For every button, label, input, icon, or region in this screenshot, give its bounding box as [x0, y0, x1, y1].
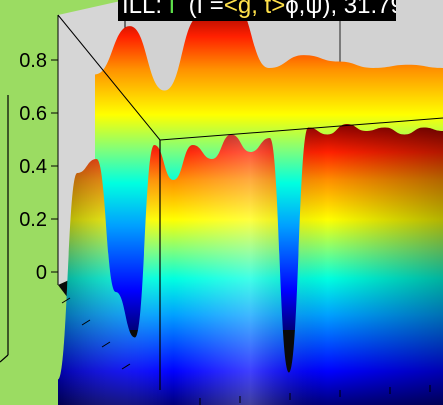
title-part-5: , t> [251, 0, 286, 19]
surface-shading [58, 124, 443, 405]
z-axis: 0.8 0.6 0.4 0.2 0 [19, 50, 58, 284]
box-edge-diag [57, 14, 161, 141]
title-part-2: Γ [168, 0, 182, 19]
title-part-3: (Γ= [188, 0, 224, 19]
adjacent-panel-edge-bottom [0, 354, 9, 363]
box-edge-top [159, 117, 443, 141]
z-tick-label: 0.6 [19, 103, 47, 125]
title-part-1: ILL: [122, 0, 163, 19]
z-tick-label: 0.2 [19, 209, 47, 231]
z-tick-label: 0.4 [19, 156, 47, 178]
title-part-6: ϕ,ψ), 31.79% [285, 0, 396, 19]
z-tick-label: 0.8 [19, 50, 47, 72]
plot-title: ILL: Γ (Γ=<g, t>ϕ,ψ), 31.79% [118, 0, 396, 21]
title-part-4: <g [223, 0, 252, 19]
z-tick-label: 0 [36, 262, 47, 284]
floor-ticks [61, 297, 431, 405]
